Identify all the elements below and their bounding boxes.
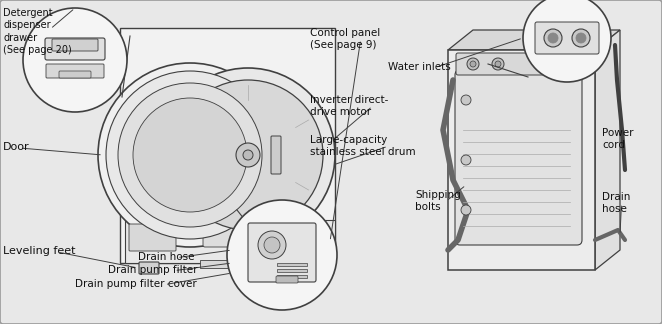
Circle shape: [227, 200, 337, 310]
FancyBboxPatch shape: [271, 136, 281, 174]
FancyBboxPatch shape: [129, 224, 176, 251]
Circle shape: [319, 231, 327, 239]
Circle shape: [23, 8, 127, 112]
FancyBboxPatch shape: [456, 53, 587, 75]
Circle shape: [467, 58, 479, 70]
Circle shape: [118, 83, 262, 227]
FancyBboxPatch shape: [45, 38, 105, 60]
Circle shape: [243, 150, 253, 160]
Polygon shape: [595, 30, 620, 270]
FancyBboxPatch shape: [276, 276, 298, 283]
Polygon shape: [448, 50, 595, 270]
Polygon shape: [120, 28, 335, 263]
Text: Shipping
bolts: Shipping bolts: [415, 190, 461, 213]
FancyBboxPatch shape: [203, 223, 287, 247]
Circle shape: [461, 95, 471, 105]
FancyBboxPatch shape: [248, 223, 316, 282]
Text: Drain pump filter: Drain pump filter: [108, 265, 197, 275]
Text: Power
cord: Power cord: [602, 128, 634, 150]
Text: Drain
hose: Drain hose: [602, 192, 630, 214]
Circle shape: [173, 80, 323, 230]
FancyBboxPatch shape: [277, 263, 307, 266]
FancyBboxPatch shape: [52, 39, 98, 51]
Circle shape: [133, 98, 247, 212]
Circle shape: [470, 61, 476, 67]
Text: Drain hose: Drain hose: [138, 252, 195, 262]
Circle shape: [306, 231, 314, 239]
FancyBboxPatch shape: [455, 70, 582, 245]
Circle shape: [98, 63, 282, 247]
Text: Water inlets: Water inlets: [388, 62, 451, 72]
Circle shape: [161, 68, 335, 242]
Text: Large-capacity
stainless steel drum: Large-capacity stainless steel drum: [310, 135, 416, 157]
FancyBboxPatch shape: [46, 64, 104, 78]
FancyBboxPatch shape: [277, 269, 307, 272]
Polygon shape: [448, 30, 620, 50]
FancyBboxPatch shape: [200, 260, 300, 268]
Circle shape: [492, 58, 504, 70]
Text: Drain pump filter cover: Drain pump filter cover: [75, 279, 197, 289]
Circle shape: [495, 61, 501, 67]
Circle shape: [106, 71, 274, 239]
FancyBboxPatch shape: [299, 262, 319, 274]
Circle shape: [236, 143, 260, 167]
Circle shape: [523, 0, 611, 82]
Text: Detergent
dispenser
drawer
(See page 20): Detergent dispenser drawer (See page 20): [3, 8, 71, 55]
FancyBboxPatch shape: [535, 22, 599, 54]
FancyBboxPatch shape: [277, 275, 307, 278]
Circle shape: [461, 155, 471, 165]
FancyBboxPatch shape: [139, 262, 159, 274]
Text: Inverter direct-
drive motor: Inverter direct- drive motor: [310, 95, 389, 117]
Circle shape: [291, 231, 299, 239]
Text: Door: Door: [3, 142, 30, 152]
Circle shape: [548, 33, 558, 43]
FancyBboxPatch shape: [125, 220, 335, 263]
Circle shape: [258, 231, 286, 259]
Circle shape: [264, 237, 280, 253]
Circle shape: [544, 29, 562, 47]
Text: Leveling feet: Leveling feet: [3, 246, 75, 256]
Circle shape: [572, 29, 590, 47]
Circle shape: [461, 205, 471, 215]
FancyBboxPatch shape: [59, 71, 91, 78]
Text: Control panel
(See page 9): Control panel (See page 9): [310, 28, 380, 51]
Circle shape: [576, 33, 586, 43]
